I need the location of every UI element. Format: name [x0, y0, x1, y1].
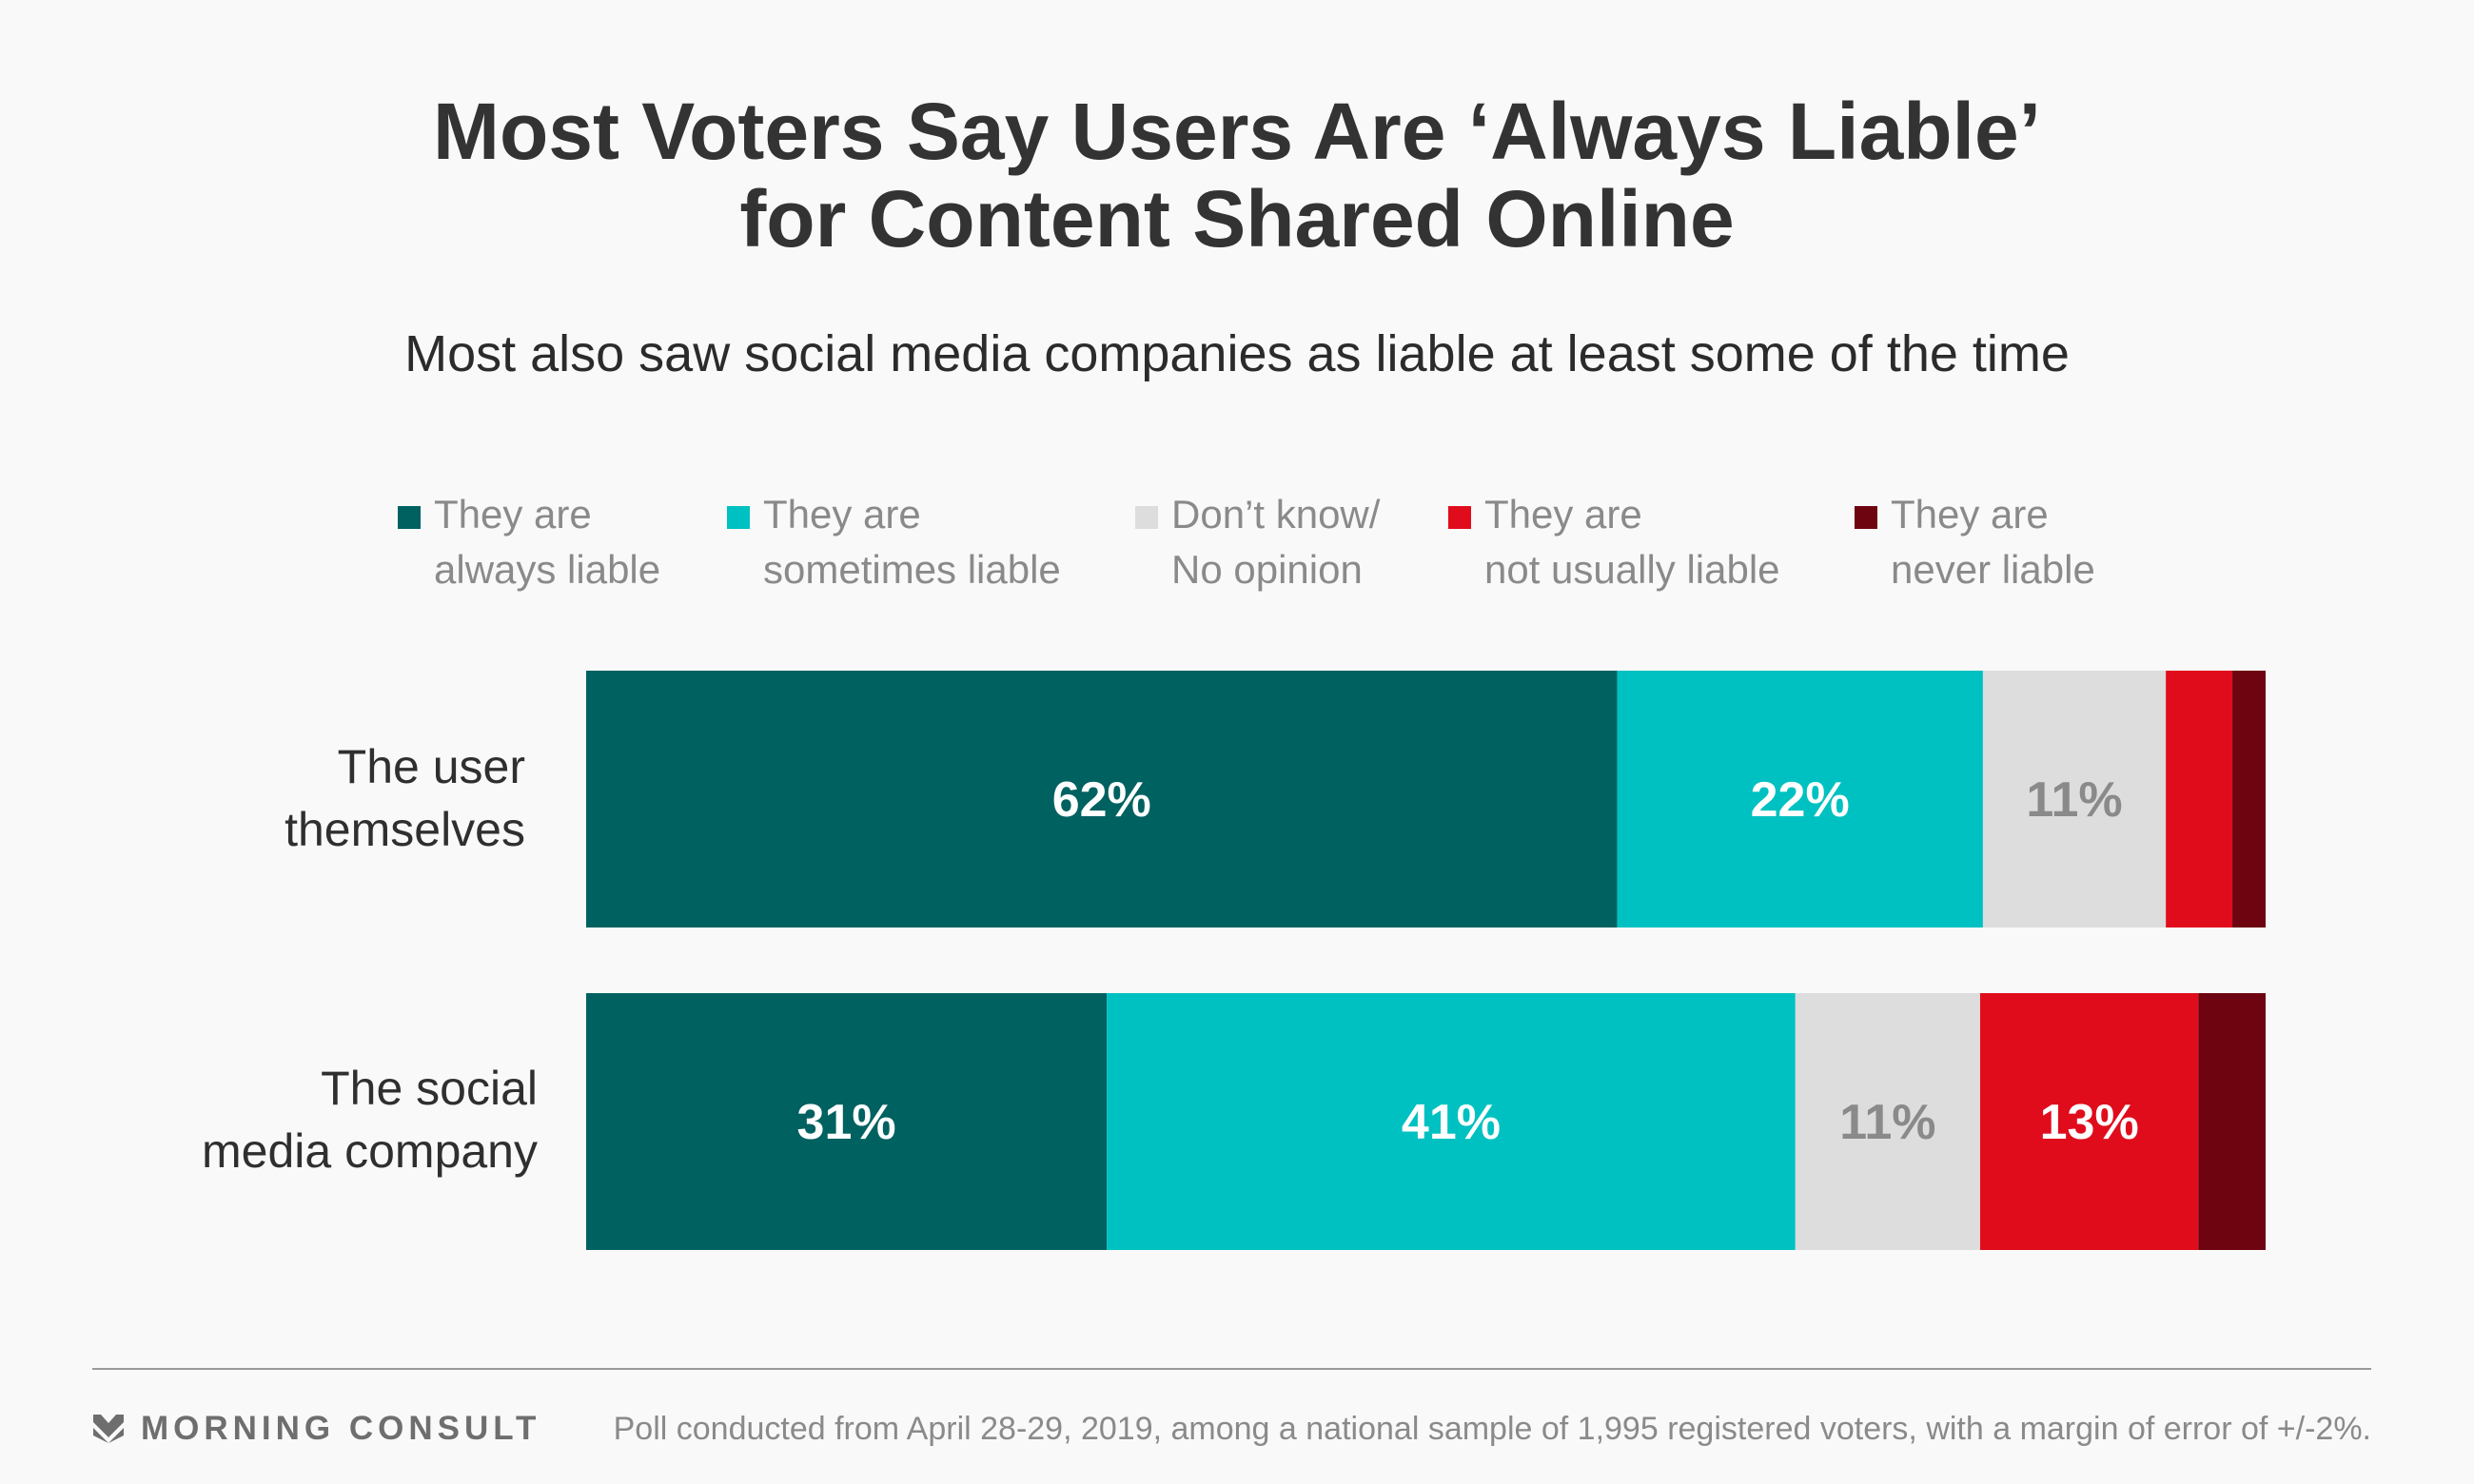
chart-subtitle: Most also saw social media companies as … [404, 325, 2070, 382]
category-label-line: themselves [285, 803, 525, 856]
chart-title-line-2: for Content Shared Online [739, 174, 1735, 264]
footer-divider [92, 1368, 2371, 1370]
data-label-sometimes-row-2: 41% [1402, 1095, 1501, 1150]
morning-consult-mark-icon [93, 1415, 124, 1443]
bar-segment-always-row-2 [586, 993, 1108, 1250]
bar-segment-not-usually-row-1 [2166, 671, 2233, 928]
bar-segment-dont-know-row-1 [1982, 671, 2167, 928]
legend-label-line: always liable [434, 547, 661, 592]
category-label-line: The user [337, 740, 525, 793]
legend-label-line: They are [1891, 492, 2049, 537]
brand-logo: MORNING CONSULT [93, 1408, 540, 1450]
data-label-sometimes-row-1: 22% [1751, 772, 1850, 828]
category-label-line: The social [321, 1062, 538, 1115]
legend-label-line: sometimes liable [763, 547, 1061, 592]
bar-segment-dont-know-row-2 [1795, 993, 1980, 1250]
chart-legend: They are always liable They are sometime… [0, 0, 2474, 592]
data-label-dont-know-row-2: 11% [1839, 1095, 1935, 1150]
data-label-always-row-1: 62% [1052, 772, 1151, 828]
legend-label-never: They are never liable [1891, 487, 2095, 597]
bar-segment-never-row-2 [2198, 993, 2266, 1250]
legend-swatch-dont-know [1135, 506, 1158, 529]
legend-swatch-sometimes [727, 506, 750, 529]
legend-swatch-not-usually [1448, 506, 1471, 529]
chart-title-line-1: Most Voters Say Users Are ‘Always Liable… [432, 87, 2041, 176]
legend-label-dont-know: Don’t know/ No opinion [1171, 487, 1380, 597]
legend-label-always: They are always liable [434, 487, 660, 597]
legend-label-line: Don’t know/ [1171, 492, 1381, 537]
legend-label-sometimes: They are sometimes liable [763, 487, 1061, 597]
legend-label-not-usually: They are not usually liable [1484, 487, 1780, 597]
chart-title: Most Voters Say Users Are ‘Always Liable… [0, 88, 2474, 263]
legend-swatch-never [1855, 506, 1877, 529]
legend-label-line: never liable [1891, 547, 2095, 592]
legend-label-line: No opinion [1171, 547, 1363, 592]
data-label-always-row-2: 31% [797, 1095, 896, 1150]
legend-swatch-always [398, 506, 421, 529]
legend-label-line: They are [763, 492, 921, 537]
chart-plot-area: The user themselves The social media com… [202, 671, 2266, 1250]
legend-label-line: They are [434, 492, 592, 537]
data-label-dont-know-row-1: 11% [2026, 772, 2122, 828]
legend-label-line: They are [1484, 492, 1642, 537]
stacked-bar-chart: 62% 22% 11% 31% 41% 11% 13% [586, 671, 2266, 1250]
legend-label-line: not usually liable [1484, 547, 1780, 592]
bar-segment-always-row-1 [586, 671, 1618, 928]
data-label-not-usually-row-2: 13% [2040, 1095, 2139, 1150]
bar-segment-sometimes-row-1 [1617, 671, 1983, 928]
bar-segment-never-row-1 [2232, 671, 2266, 928]
bar-segment-sometimes-row-2 [1107, 993, 1796, 1250]
category-label-line: media company [202, 1124, 538, 1178]
brand-name: MORNING CONSULT [141, 1410, 541, 1447]
source-footnote: Poll conducted from April 28-29, 2019, a… [613, 1411, 2371, 1447]
category-label-social-media: The social media company [202, 1057, 538, 1182]
category-label-user: The user themselves [285, 735, 525, 861]
bar-segment-not-usually-row-2 [1979, 993, 2199, 1250]
